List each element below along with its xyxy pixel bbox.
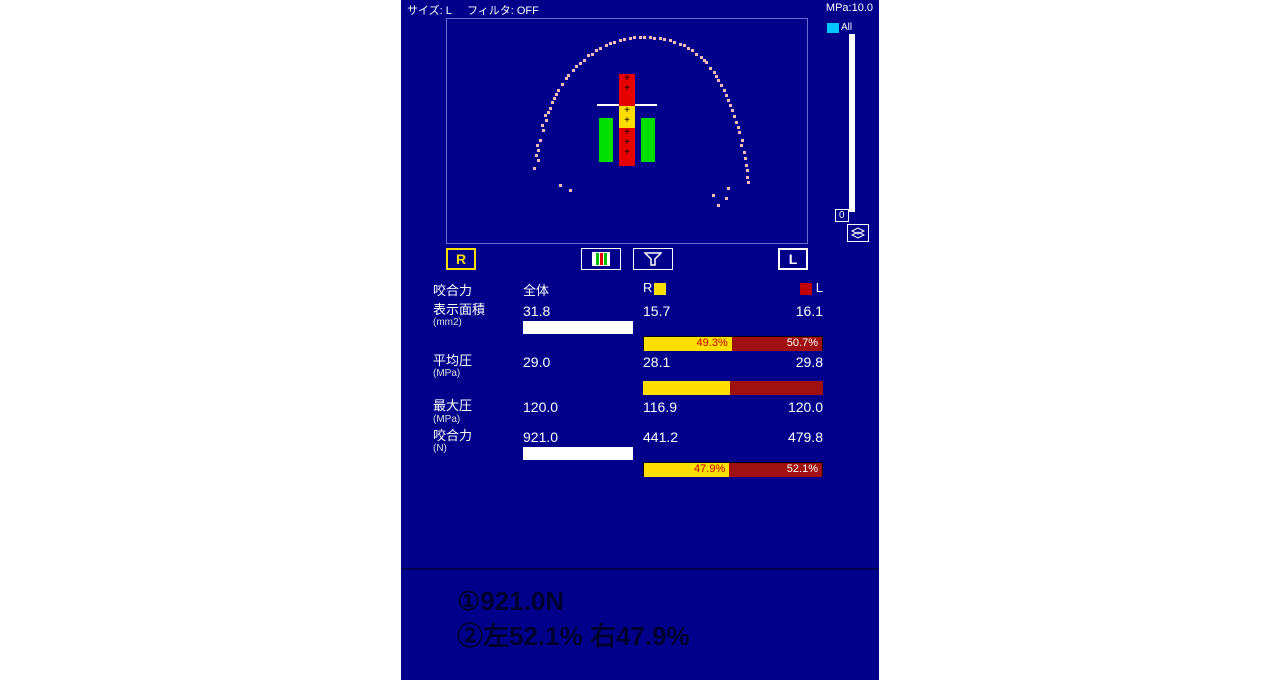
chart-toolbar: R L — [446, 248, 808, 270]
summary-line-2: ②左52.1% 右47.9% — [457, 619, 879, 654]
top-status-bar: サイズ: L フィルタ: OFF MPa:10.0 — [401, 0, 879, 20]
force-l-pct: 52.1% — [729, 463, 822, 477]
avg-l: 29.8 — [733, 354, 823, 370]
filter-button[interactable] — [633, 248, 673, 270]
force-unit: (N) — [433, 443, 523, 454]
app-container: サイズ: L フィルタ: OFF MPa:10.0 +++++++ All 0 … — [401, 0, 879, 680]
force-total-bar — [523, 447, 633, 460]
avg-l-bar — [730, 381, 823, 395]
area-l: 16.1 — [733, 303, 823, 319]
area-row: 表示面積 (mm2) 31.8 15.7 16.1 49.3% 50.7% — [433, 303, 833, 350]
force-r: 441.2 — [643, 429, 733, 445]
l-swatch — [800, 283, 812, 295]
max-unit: (MPa) — [433, 414, 523, 425]
data-table: 咬合力 全体 R L 表示面積 (mm2) 31.8 15.7 16.1 49.… — [433, 280, 833, 476]
max-r: 116.9 — [643, 399, 733, 415]
scale-all-toggle[interactable]: All — [827, 22, 852, 33]
max-total: 120.0 — [523, 399, 643, 415]
size-label: サイズ: L — [407, 5, 452, 17]
force-label: 咬合力 — [433, 429, 523, 443]
filter-label: フィルタ: OFF — [467, 5, 539, 17]
max-label: 最大圧 — [433, 399, 523, 413]
view-mode-button[interactable] — [581, 248, 621, 270]
summary-panel: ①921.0N ②左52.1% 右47.9% — [401, 568, 879, 680]
scale-all-swatch — [827, 23, 839, 33]
left-side-button[interactable]: L — [778, 248, 808, 270]
scale-all-label: All — [841, 22, 852, 33]
scale-zero-label: 0 — [835, 209, 849, 222]
total-header-label: 全体 — [523, 280, 643, 299]
r-swatch — [654, 283, 666, 295]
view-3d-icon[interactable] — [847, 224, 869, 242]
area-total: 31.8 — [523, 303, 643, 319]
force-split-bar: 47.9% 52.1% — [643, 462, 823, 476]
summary-line-1: ①921.0N — [457, 584, 879, 619]
l-header: L — [733, 280, 823, 299]
funnel-icon — [644, 252, 662, 266]
area-l-pct: 50.7% — [732, 337, 822, 351]
pressure-scale[interactable]: All 0 — [845, 22, 869, 222]
data-header-row: 咬合力 全体 R L — [433, 280, 833, 299]
area-split-bar: 49.3% 50.7% — [643, 336, 823, 350]
max-l: 120.0 — [733, 399, 823, 415]
avg-r: 28.1 — [643, 354, 733, 370]
force-row: 咬合力 (N) 921.0 441.2 479.8 47.9% 52.1% — [433, 429, 833, 476]
right-side-button[interactable]: R — [446, 248, 476, 270]
area-r-pct: 49.3% — [644, 337, 732, 351]
area-total-bar — [523, 321, 633, 334]
arch-chart: +++++++ — [446, 18, 808, 244]
mpa-label: MPa:10.0 — [826, 2, 873, 18]
force-total: 921.0 — [523, 429, 643, 445]
bite-header-label: 咬合力 — [433, 280, 523, 299]
avg-unit: (MPa) — [433, 368, 523, 379]
scale-track[interactable] — [849, 34, 855, 212]
avg-row: 平均圧 (MPa) 29.0 28.1 29.8 — [433, 354, 833, 395]
avg-label: 平均圧 — [433, 354, 523, 368]
area-unit: (mm2) — [433, 317, 523, 328]
area-label: 表示面積 — [433, 303, 523, 317]
area-r: 15.7 — [643, 303, 733, 319]
max-row: 最大圧 (MPa) 120.0 116.9 120.0 — [433, 399, 833, 424]
avg-r-bar — [643, 381, 730, 395]
avg-total: 29.0 — [523, 354, 643, 370]
view-mode-icon — [592, 252, 610, 266]
force-l: 479.8 — [733, 429, 823, 445]
avg-split-bar — [643, 381, 823, 395]
r-header: R — [643, 280, 733, 299]
force-r-pct: 47.9% — [644, 463, 729, 477]
